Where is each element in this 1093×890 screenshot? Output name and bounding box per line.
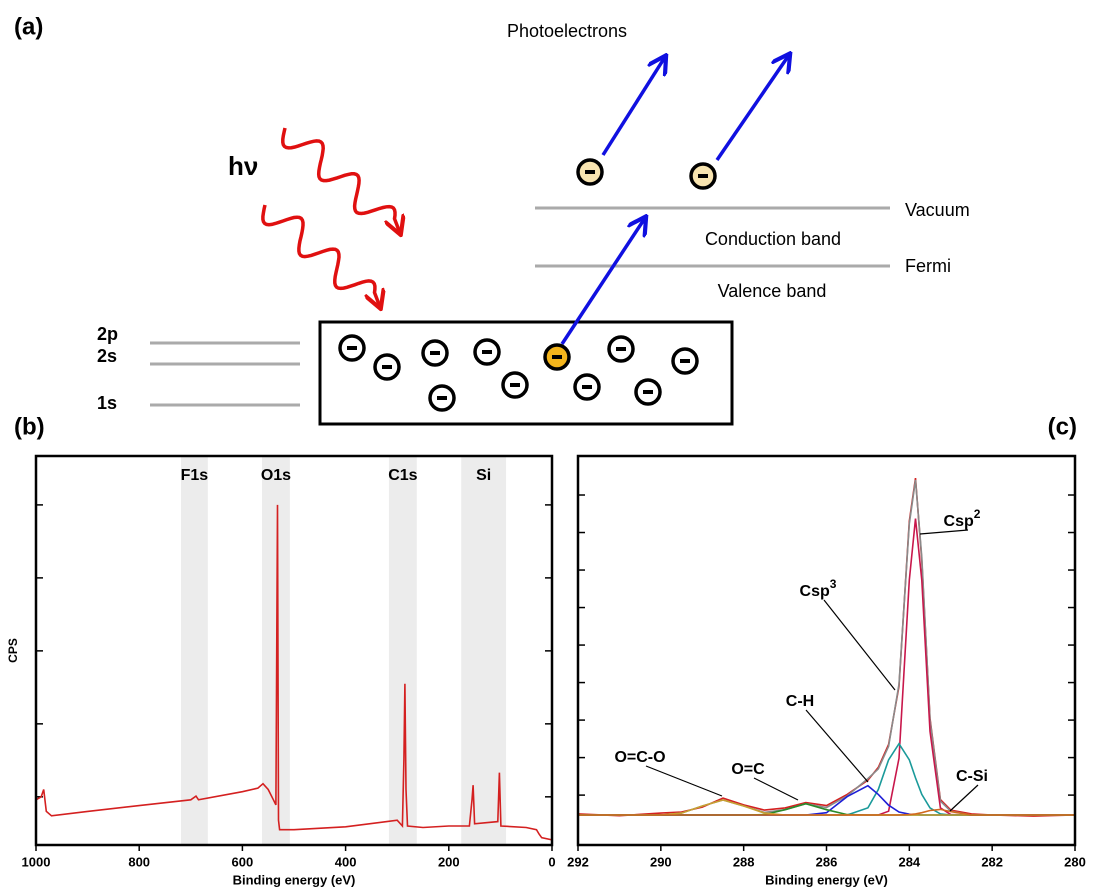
annotation-leader <box>919 529 969 535</box>
annotation-leader <box>645 765 723 797</box>
annotation-text: O=C <box>731 761 765 778</box>
annotation-leader <box>753 777 799 801</box>
electron-sign <box>510 383 520 387</box>
annotation-superscript: 3 <box>830 577 837 591</box>
annotation-text: O=C-O <box>614 749 665 766</box>
plot-frame <box>576 454 1077 847</box>
annotation-text: C-Si <box>956 768 988 785</box>
electron-sign <box>643 390 653 394</box>
annotation: O=C <box>731 761 765 778</box>
annotation-text: Csp <box>944 513 974 530</box>
electron-sign <box>698 174 708 178</box>
annotation-text: C-H <box>786 693 814 710</box>
x-tick-label: 286 <box>816 854 838 869</box>
panel-label: (a) <box>14 13 43 40</box>
y-axis-label: CPS <box>6 638 20 663</box>
x-tick-label: 200 <box>438 854 460 869</box>
emission-arrow <box>715 55 789 161</box>
level-label: 2p <box>97 324 118 344</box>
annotation-leader <box>805 709 869 783</box>
excitation-arrow <box>560 218 645 345</box>
annotation: Csp3 <box>800 577 837 600</box>
panel-label: (c) <box>1048 413 1077 440</box>
annotation-leader <box>949 784 979 812</box>
annotation-superscript: 2 <box>974 507 981 521</box>
photoelectrons-label: Photoelectrons <box>507 21 627 41</box>
x-tick-label: 292 <box>567 854 589 869</box>
valence-label: Valence band <box>718 281 827 301</box>
decorations <box>261 127 717 412</box>
series-line <box>578 518 1075 816</box>
electron-sign <box>382 365 392 369</box>
photon-label: hν <box>228 151 258 181</box>
series-line <box>35 504 553 841</box>
x-tick-label: 288 <box>733 854 755 869</box>
sample-box <box>318 320 734 426</box>
x-tick-label: 0 <box>548 854 555 869</box>
x-tick-label: 600 <box>232 854 254 869</box>
electron-sign <box>680 359 690 363</box>
x-tick-label: 282 <box>981 854 1003 869</box>
series-line <box>578 784 1075 816</box>
electron-sign <box>582 385 592 389</box>
annotation-text: Csp <box>800 583 830 600</box>
region-label: C1s <box>388 467 417 484</box>
electron-sign <box>430 351 440 355</box>
annotation-leader <box>823 599 896 691</box>
annotation: Csp2 <box>944 507 981 530</box>
panel-label: (b) <box>14 413 45 440</box>
electron-sign <box>552 355 562 359</box>
region-label: Si <box>476 467 491 484</box>
fermi-label: Fermi <box>905 256 951 276</box>
electron-sign <box>585 170 595 174</box>
series-line <box>578 808 1075 816</box>
x-tick-label: 284 <box>898 854 920 869</box>
x-tick-label: 1000 <box>22 854 51 869</box>
x-axis-label: Binding energy (eV) <box>765 872 888 887</box>
photon-wave <box>261 204 380 307</box>
region-label: F1s <box>181 467 209 484</box>
x-tick-label: 290 <box>650 854 672 869</box>
x-tick-label: 400 <box>335 854 357 869</box>
emission-arrow <box>601 57 665 156</box>
electron-sign <box>482 350 492 354</box>
electron-sign <box>437 396 447 400</box>
x-tick-label: 280 <box>1064 854 1086 869</box>
x-tick-label: 800 <box>128 854 150 869</box>
region-label: O1s <box>261 467 291 484</box>
annotation: O=C-O <box>614 749 665 766</box>
annotation: C-Si <box>956 768 988 785</box>
region-band <box>180 456 208 845</box>
electron-sign <box>616 347 626 351</box>
electron-sign <box>347 346 357 350</box>
conduction-label: Conduction band <box>705 229 841 249</box>
x-axis-label: Binding energy (eV) <box>233 872 356 887</box>
photon-wave <box>281 127 400 233</box>
level-label: 2s <box>97 346 117 366</box>
plot-frame <box>34 454 554 847</box>
level-label: 1s <box>97 393 117 413</box>
annotation: C-H <box>786 693 814 710</box>
vacuum-label: Vacuum <box>905 200 970 220</box>
